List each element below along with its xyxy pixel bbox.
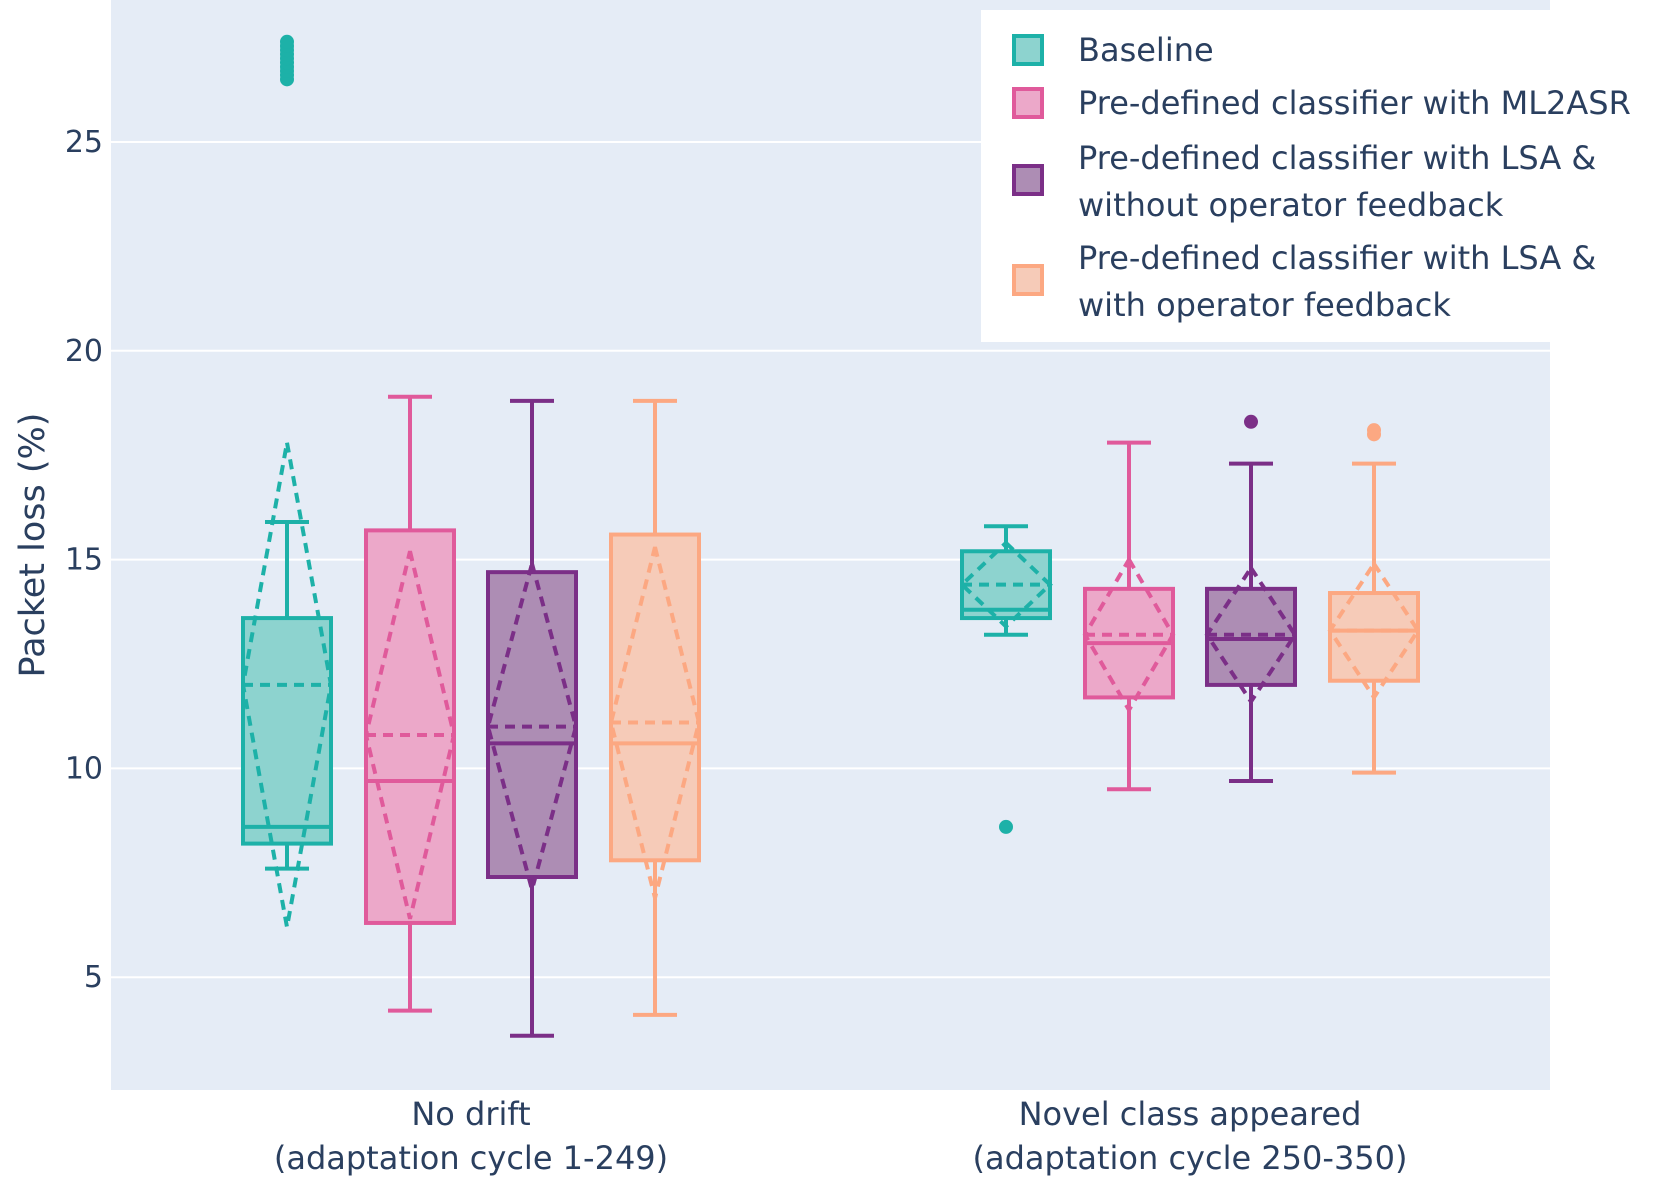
outlier-point-10 [280, 34, 294, 49]
x-category-label-1-line-1: No drift [411, 1095, 530, 1133]
y-tick-label-15: 15 [65, 543, 103, 578]
box-1-2[interactable] [959, 524, 1053, 834]
box-3-2[interactable] [1204, 414, 1298, 783]
gridlines [111, 140, 1550, 979]
legend[interactable]: Baseline Pre-defined classifier with ML2A… [981, 10, 1631, 342]
box-traces [240, 34, 1421, 1038]
y-axis-ticks: 5 10 15 20 25 [65, 125, 103, 995]
x-category-label-2-line-1: Novel class appeared [1019, 1095, 1362, 1133]
x-category-label-2-line-2: (adaptation cycle 250-350) [972, 1139, 1407, 1177]
box-body [1328, 591, 1420, 683]
box-body [1205, 586, 1297, 687]
box-body [609, 532, 701, 863]
x-axis-category-labels: No drift (adaptation cycle 1-249) Novel cl… [274, 1095, 1408, 1177]
outlier-point-2 [1367, 423, 1381, 438]
box-4-2[interactable] [1327, 423, 1421, 775]
legend-label-line-1: Pre-defined classifier with ML2ASR [1078, 84, 1631, 122]
y-tick-label-5: 5 [84, 960, 103, 995]
legend-label-line-1: Pre-defined classifier with LSA & [1078, 139, 1596, 177]
legend-label-line-1: Baseline [1078, 31, 1214, 69]
legend-swatch [1012, 164, 1044, 196]
box-body [364, 528, 456, 925]
box-3-1[interactable] [485, 398, 579, 1038]
box-2-1[interactable] [363, 394, 457, 1013]
legend-swatch [1012, 264, 1044, 296]
outlier-point-1 [999, 819, 1013, 834]
sd-diamond [240, 442, 334, 928]
box-1-1[interactable] [240, 34, 334, 928]
legend-swatch [1012, 34, 1044, 66]
sd-diamond [363, 550, 457, 920]
legend-label-line-2: with operator feedback [1078, 286, 1451, 324]
box-2-2[interactable] [1082, 440, 1176, 792]
box-4-1[interactable] [608, 398, 702, 1017]
y-tick-label-25: 25 [65, 125, 103, 160]
legend-item-3[interactable]: Pre-defined classifier with LSA & without… [1012, 139, 1596, 224]
y-axis-title: Packet loss (%) [13, 413, 53, 678]
legend-swatch [1012, 87, 1044, 119]
sd-diamond [608, 546, 702, 899]
x-category-label-1-line-2: (adaptation cycle 1-249) [274, 1139, 668, 1177]
outlier-point-1 [1244, 414, 1258, 429]
sd-diamond [485, 556, 579, 898]
legend-item-2[interactable]: Pre-defined classifier with ML2ASR [1012, 84, 1631, 122]
sd-diamond [1204, 564, 1298, 706]
box-body [241, 616, 333, 846]
box-body [486, 570, 578, 880]
legend-label-line-2: without operator feedback [1078, 186, 1504, 224]
legend-item-1[interactable]: Baseline [1012, 31, 1214, 69]
sd-diamond [959, 540, 1053, 630]
y-tick-label-20: 20 [65, 334, 103, 369]
legend-label-line-1: Pre-defined classifier with LSA & [1078, 239, 1596, 277]
y-tick-label-10: 10 [65, 751, 103, 786]
sd-diamond [1082, 555, 1176, 714]
sd-diamond [1327, 560, 1421, 702]
legend-background [981, 10, 1550, 342]
legend-item-4[interactable]: Pre-defined classifier with LSA & with op… [1012, 239, 1596, 324]
